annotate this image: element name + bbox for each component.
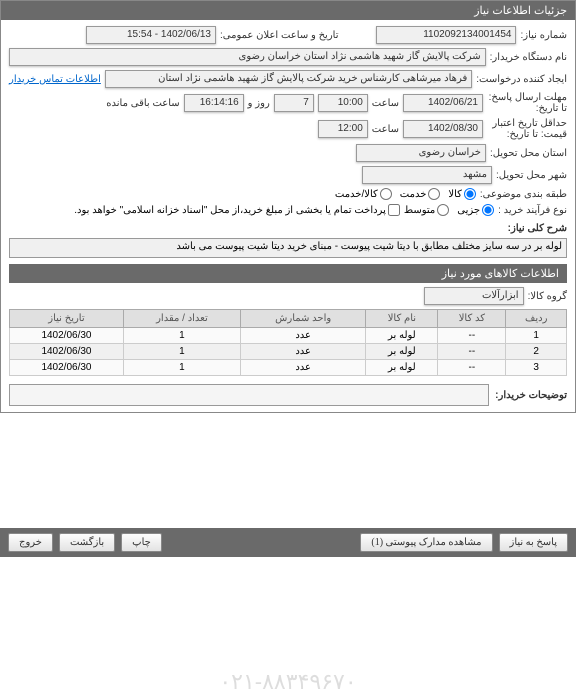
table-row[interactable]: 2--لوله برعدد11402/06/30: [10, 344, 567, 360]
contact-link[interactable]: اطلاعات تماس خریدار: [9, 74, 101, 85]
col-code: کد کالا: [438, 310, 506, 328]
province-label: استان محل تحویل:: [490, 148, 567, 159]
col-date: تاریخ نیاز: [10, 310, 124, 328]
buy-type-label: نوع فرآیند خرید :: [498, 205, 567, 216]
time-label-2: ساعت: [372, 124, 399, 135]
category-label: طبقه بندی موضوعی:: [480, 189, 567, 200]
validity-date-field: 1402/08/30: [403, 120, 483, 138]
table-row[interactable]: 1--لوله برعدد11402/06/30: [10, 328, 567, 344]
buyer-notes-label: توضیحات خریدار:: [495, 390, 567, 401]
deadline-time-field: 10:00: [318, 94, 368, 112]
validity-label: حداقل تاریخ اعتبارقیمت: تا تاریخ:: [487, 118, 567, 140]
remaining-text: ساعت باقی مانده: [106, 98, 179, 109]
table-cell: 1402/06/30: [10, 360, 124, 376]
buy-minor-radio[interactable]: جزیی: [457, 204, 494, 216]
buy-medium-radio[interactable]: متوسط: [404, 204, 449, 216]
time-remaining-field: 16:14:16: [184, 94, 244, 112]
need-number-label: شماره نیاز:: [520, 30, 567, 41]
group-field: ابزارآلات: [424, 287, 524, 305]
need-number-field: 1102092134001454: [376, 26, 516, 44]
exit-button[interactable]: خروج: [8, 533, 53, 552]
watermark-text: ۰۲۱-۸۸۳۴۹۶۷۰: [9, 669, 567, 695]
table-cell: 3: [506, 360, 567, 376]
desc-label: شرح کلی نیاز:: [508, 223, 567, 234]
print-button[interactable]: چاپ: [121, 533, 162, 552]
table-cell: 1402/06/30: [10, 344, 124, 360]
cat-goods-radio[interactable]: کالا: [448, 188, 476, 200]
buyer-label: نام دستگاه خریدار:: [490, 52, 567, 63]
table-cell: 1: [123, 328, 240, 344]
creator-field: فرهاد میرشاهی کارشناس خرید شرکت پالایش گ…: [105, 70, 472, 88]
city-field: مشهد: [362, 166, 492, 184]
table-cell: --: [438, 328, 506, 344]
announce-field: 1402/06/13 - 15:54: [86, 26, 216, 44]
deadline-label: مهلت ارسال پاسخ:تا تاریخ:: [487, 92, 567, 114]
docs-button[interactable]: مشاهده مدارک پیوستی (1): [360, 533, 492, 552]
buyer-field: شرکت پالایش گاز شهید هاشمی نژاد استان خر…: [9, 48, 486, 66]
cat-both-radio[interactable]: کالا/خدمت: [335, 188, 392, 200]
back-button[interactable]: بازگشت: [59, 533, 115, 552]
payment-checkbox[interactable]: پرداخت تمام یا بخشی از مبلغ خرید،از محل …: [74, 204, 400, 216]
items-table: ردیف کد کالا نام کالا واحد شمارش تعداد /…: [9, 309, 567, 376]
table-cell: عدد: [240, 360, 365, 376]
table-cell: 1: [506, 328, 567, 344]
table-row[interactable]: 3--لوله برعدد11402/06/30: [10, 360, 567, 376]
time-label-1: ساعت: [372, 98, 399, 109]
category-radio-group: کالا خدمت کالا/خدمت: [335, 188, 476, 200]
col-unit: واحد شمارش: [240, 310, 365, 328]
table-cell: --: [438, 360, 506, 376]
buyer-notes-field: [9, 384, 489, 406]
col-qty: تعداد / مقدار: [123, 310, 240, 328]
group-label: گروه کالا:: [528, 291, 567, 302]
table-cell: لوله بر: [366, 344, 438, 360]
table-cell: 1402/06/30: [10, 328, 124, 344]
items-panel-title: اطلاعات کالاهای مورد نیاز: [9, 264, 567, 283]
reply-button[interactable]: پاسخ به نیاز: [499, 533, 569, 552]
table-cell: --: [438, 344, 506, 360]
table-cell: عدد: [240, 344, 365, 360]
desc-field: لوله بر در سه سایز مختلف مطابق با دیتا ش…: [9, 238, 567, 258]
bottom-toolbar: پاسخ به نیاز مشاهده مدارک پیوستی (1) چاپ…: [0, 528, 576, 557]
days-remaining-field: 7: [274, 94, 314, 112]
buy-type-radio-group: جزیی متوسط: [404, 204, 494, 216]
deadline-date-field: 1402/06/21: [403, 94, 483, 112]
announce-label: تاریخ و ساعت اعلان عمومی:: [220, 30, 339, 41]
days-word: روز و: [248, 98, 270, 109]
validity-time-field: 12:00: [318, 120, 368, 138]
table-cell: 1: [123, 344, 240, 360]
table-cell: 1: [123, 360, 240, 376]
table-cell: لوله بر: [366, 328, 438, 344]
table-cell: لوله بر: [366, 360, 438, 376]
table-cell: عدد: [240, 328, 365, 344]
col-name: نام کالا: [366, 310, 438, 328]
panel-body: شماره نیاز: 1102092134001454 تاریخ و ساع…: [1, 20, 575, 412]
table-cell: 2: [506, 344, 567, 360]
need-details-panel: جزئیات اطلاعات نیاز شماره نیاز: 11020921…: [0, 0, 576, 413]
province-field: خراسان رضوی: [356, 144, 486, 162]
cat-service-radio[interactable]: خدمت: [400, 188, 441, 200]
col-row: ردیف: [506, 310, 567, 328]
city-label: شهر محل تحویل:: [496, 170, 567, 181]
creator-label: ایجاد کننده درخواست:: [476, 74, 567, 85]
panel-title: جزئیات اطلاعات نیاز: [1, 1, 575, 20]
